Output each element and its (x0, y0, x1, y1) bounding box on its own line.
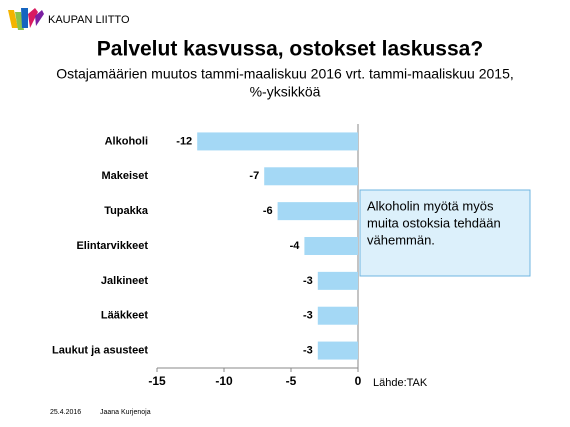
bar (304, 237, 358, 255)
bar (317, 341, 358, 360)
x-tick-label: -15 (148, 374, 166, 388)
bar (264, 167, 358, 186)
logo-shape (8, 10, 18, 28)
bar (197, 132, 358, 151)
y-tick-label: Lääkkeet (101, 310, 148, 322)
logo-shape (21, 8, 28, 28)
value-label: -3 (303, 344, 313, 356)
annotation: Alkoholin myötä myös (367, 198, 494, 213)
value-label: -12 (176, 135, 192, 147)
value-label: -4 (290, 240, 301, 252)
bar (277, 202, 358, 221)
y-tick-label: Alkoholi (105, 135, 148, 147)
value-label: -6 (263, 205, 273, 217)
footer-date: 25.4.2016 (50, 409, 81, 416)
y-tick-label: Laukut ja asusteet (52, 344, 148, 356)
y-tick-label: Tupakka (104, 205, 149, 217)
y-tick-label: Elintarvikkeet (76, 240, 148, 252)
value-label: -7 (249, 170, 259, 182)
y-tick-label: Makeiset (102, 170, 149, 182)
x-tick-label: -10 (215, 374, 233, 388)
logo-shape (35, 10, 44, 26)
logo-shape (28, 8, 38, 28)
x-tick-label: -5 (286, 374, 297, 388)
bar (317, 306, 358, 325)
y-tick-label: Jalkineet (101, 275, 148, 287)
logo-text: KAUPAN LIITTO (48, 14, 130, 26)
chart-subtitle: Ostajamäärien muutos tammi-maaliskuu 201… (56, 66, 514, 82)
x-tick-label: 0 (355, 374, 362, 388)
logo: KAUPAN LIITTO (8, 8, 130, 30)
footer-author: Jaana Kurjenoja (100, 409, 151, 416)
annotation: vähemmän. (367, 232, 435, 247)
source: Lähde:TAK (373, 377, 428, 389)
value-label: -3 (303, 310, 313, 322)
value-label: -3 (303, 275, 313, 287)
chart-subtitle: %-yksikköä (250, 84, 321, 100)
annotation: muita ostoksia tehdään (367, 215, 501, 230)
annotation-box (359, 189, 531, 277)
bar (317, 271, 358, 290)
chart-title: Palvelut kasvussa, ostokset laskussa? (97, 38, 483, 61)
